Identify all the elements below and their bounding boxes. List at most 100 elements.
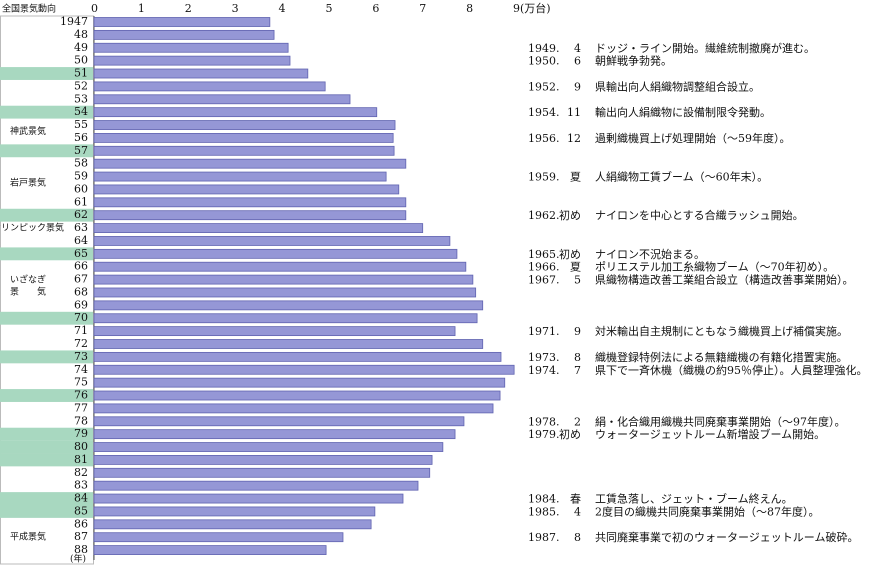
x-tick-label: 1 — [138, 2, 145, 15]
bar — [93, 17, 271, 27]
bar — [93, 274, 474, 285]
bar — [93, 403, 494, 414]
annotation-year: 1978. — [528, 415, 560, 428]
y-tick-label: 69 — [74, 298, 88, 311]
bar — [93, 29, 275, 40]
y-tick-label: 75 — [74, 376, 88, 389]
y-tick-label: 57 — [74, 144, 88, 157]
shaded-row — [0, 247, 93, 261]
annotation-month: 4 — [574, 505, 581, 518]
x-tick-label: 9(万台) — [513, 1, 551, 15]
annotation-month: 8 — [574, 531, 581, 544]
annotation-text: 人絹織物工賃ブーム（～60年末）。 — [595, 170, 768, 184]
annotation-text: ドッジ・ライン開始。繊維統制撤廃が進む。 — [595, 41, 815, 55]
shaded-row — [0, 389, 93, 402]
annotation-year: 1984. — [528, 493, 560, 506]
shaded-row — [0, 105, 93, 119]
bar — [93, 197, 407, 208]
category-axis-label: (年) — [70, 553, 86, 565]
bar — [93, 261, 467, 272]
bar — [93, 377, 506, 388]
annotation-text: 輸出向人絹織物に設備制限令発動。 — [595, 105, 771, 119]
annotation-text: 2度目の織機共同廃棄事業開始（～87年度）。 — [595, 504, 820, 518]
bar — [93, 55, 291, 66]
y-tick-label: 52 — [74, 79, 88, 92]
annotation-month: 初め — [559, 208, 581, 222]
bar — [93, 223, 424, 233]
x-tick-label: 3 — [232, 2, 239, 15]
y-tick-label: 1947 — [60, 15, 88, 28]
y-tick-label: 61 — [74, 195, 88, 208]
bar — [93, 493, 404, 504]
shaded-row — [0, 67, 93, 80]
annotation-text: 朝鮮戦争勃発。 — [595, 54, 672, 68]
y-tick-label: 77 — [74, 401, 88, 414]
annotation-month: 初め — [559, 247, 581, 261]
y-tick-label: 82 — [74, 466, 88, 479]
bar — [93, 145, 395, 156]
y-tick-label: 68 — [74, 285, 88, 298]
annotation-text: ナイロン不況始まる。 — [595, 247, 705, 261]
bar — [93, 120, 396, 130]
boom-label: いざなぎ — [10, 274, 46, 286]
annotation-year: 1956. — [528, 132, 560, 145]
annotation-text: 県下で一斉休機（織機の約95％停止）。人員整理強化。 — [595, 363, 868, 377]
annotation-text: ナイロンを中心とする合織ラッシュ開始。 — [595, 208, 804, 222]
y-tick-label: 66 — [74, 260, 88, 273]
annotation-month: 4 — [574, 42, 581, 55]
annotation-month: 夏 — [570, 171, 581, 184]
annotation-month: 8 — [574, 351, 581, 364]
annotation-month: 初め — [559, 427, 581, 441]
annotation-month: 7 — [574, 364, 581, 377]
y-tick-label: 86 — [74, 517, 88, 530]
bar — [93, 184, 400, 195]
y-tick-label: 72 — [74, 337, 88, 350]
y-tick-label: 87 — [74, 530, 88, 543]
y-tick-label: 64 — [74, 234, 88, 247]
annotation-text: 共同廃棄事業で初のウォータージェットルーム破砕。 — [595, 530, 858, 544]
y-tick-label: 51 — [74, 67, 88, 80]
boom-label: 岩戸景気 — [10, 177, 46, 189]
annotation-month: 12 — [567, 132, 581, 145]
bar — [93, 171, 387, 182]
annotation-text: 県織物構造改善工業組合設立（構造改善事業開始）。 — [595, 273, 854, 287]
y-tick-label: 88 — [74, 543, 88, 556]
y-tick-label: 84 — [74, 492, 88, 505]
annotation-month: 5 — [574, 274, 581, 287]
y-tick-label: 60 — [74, 182, 88, 195]
bar — [93, 545, 327, 555]
y-tick-label: 50 — [74, 54, 88, 67]
y-tick-label: 78 — [74, 414, 88, 427]
annotation-text: ポリエステル加工糸織物ブーム（～70年初め）。 — [595, 260, 834, 274]
annotation-month: 9 — [574, 80, 581, 93]
y-tick-label: 85 — [74, 504, 88, 517]
annotation-text: 工賃急落し、ジェット・ブーム終えん。 — [595, 492, 793, 506]
annotation-year: 1962. — [528, 209, 560, 222]
bar — [93, 364, 515, 375]
bar — [93, 442, 444, 452]
y-tick-label: 67 — [74, 273, 88, 286]
annotation-year: 1959. — [528, 171, 560, 184]
y-tick-label: 54 — [74, 105, 88, 118]
x-tick-label: 2 — [185, 2, 192, 15]
bar — [93, 416, 465, 427]
y-tick-label: 70 — [74, 311, 88, 324]
shaded-row — [0, 453, 93, 467]
boom-label: 平成景気 — [10, 531, 46, 543]
bar — [93, 519, 372, 530]
shaded-row — [0, 311, 93, 325]
annotation-text: 絹・化合織用織機共同廃棄事業開始（～97年度）。 — [595, 414, 846, 428]
annotation-text: 織機登録特例法による無籍織機の有籍化措置実施。 — [595, 350, 848, 364]
y-tick-label: 55 — [74, 118, 88, 131]
annotation-month: 6 — [574, 55, 581, 68]
annotation-month: 夏 — [570, 261, 581, 274]
bar — [93, 339, 484, 349]
bar — [93, 429, 456, 440]
y-tick-label: 81 — [74, 453, 88, 466]
bar — [93, 467, 431, 478]
annotation-year: 1985. — [528, 505, 560, 518]
y-tick-label: 73 — [74, 350, 88, 363]
y-tick-label: 83 — [74, 479, 88, 492]
y-tick-label: 58 — [74, 157, 88, 170]
